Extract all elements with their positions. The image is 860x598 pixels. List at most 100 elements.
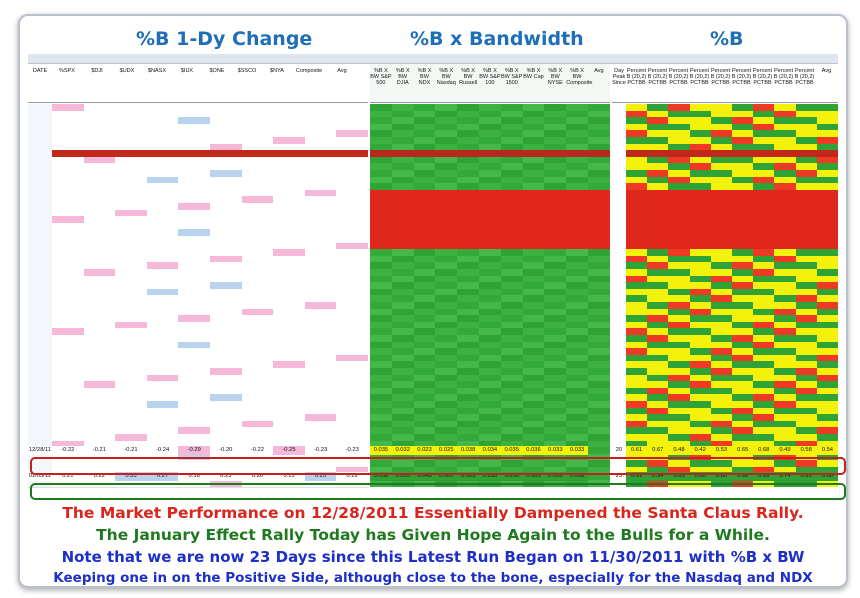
table-row[interactable] (28, 222, 838, 231)
table-row[interactable] (28, 117, 838, 125)
pctb-cell (816, 203, 838, 210)
table-row[interactable] (28, 249, 838, 257)
table-row[interactable] (28, 209, 838, 218)
pctb-cell (668, 308, 690, 316)
bandwidth-cell (522, 348, 545, 355)
table-row[interactable] (28, 229, 838, 237)
table-row[interactable] (28, 176, 838, 185)
table-row[interactable] (28, 321, 838, 330)
table-row[interactable] (28, 123, 838, 132)
table-row[interactable] (28, 368, 838, 376)
pctb-cell (795, 183, 817, 190)
spreadsheet[interactable]: DATE %SPX $DJI $UDX $NASX $IUX $ONE $SSCO $NYA Co… (28, 54, 838, 488)
bandwidth-cell (544, 255, 567, 263)
bandwidth-cell (457, 249, 479, 256)
bandwidth-cell (370, 269, 392, 276)
pctb-cell (732, 222, 754, 230)
table-row[interactable] (28, 196, 838, 204)
table-row[interactable] (28, 401, 838, 409)
table-row[interactable] (28, 354, 838, 363)
table-row[interactable] (28, 315, 838, 323)
bandwidth-cell (370, 295, 392, 302)
bandwidth-cell (391, 209, 414, 217)
caption-line-4: Keeping one in on the Positive Side, alt… (53, 570, 813, 586)
table-row[interactable] (28, 308, 838, 317)
pctb-cell (816, 104, 838, 111)
table-row[interactable] (28, 262, 838, 270)
pctb-cell (795, 176, 817, 184)
bandwidth-cell (566, 176, 588, 184)
pctb-cell (710, 434, 732, 441)
table-row[interactable] (28, 288, 838, 297)
table-row[interactable] (28, 348, 838, 356)
bandwidth-cell (479, 275, 501, 283)
pctb-cell (626, 427, 648, 434)
pctb-cell (774, 156, 796, 164)
bandwidth-cell: 0.032 (391, 446, 414, 455)
table-row[interactable] (28, 163, 838, 171)
pctb-cell (816, 467, 838, 474)
table-row[interactable] (28, 269, 838, 277)
table-row[interactable] (28, 156, 838, 165)
table-row[interactable] (28, 407, 838, 416)
table-row[interactable] (28, 242, 838, 251)
table-row[interactable] (28, 150, 838, 158)
table-row[interactable] (28, 374, 838, 383)
table-row[interactable] (28, 361, 838, 369)
pctb-cell (816, 170, 838, 177)
table-row[interactable] (28, 137, 838, 145)
table-row[interactable] (28, 420, 838, 429)
table-row[interactable] (28, 130, 838, 138)
table-row[interactable] (28, 328, 838, 336)
bandwidth-cell (370, 156, 392, 164)
table-row[interactable] (28, 440, 838, 449)
table-row[interactable] (28, 282, 838, 290)
pctb-cell (816, 434, 838, 441)
table-row[interactable] (28, 143, 838, 152)
table-row[interactable] (28, 387, 838, 396)
pctb-cell (612, 407, 626, 415)
pctb-cell (816, 460, 838, 467)
pctb-cell (816, 288, 838, 296)
bandwidth-cell (413, 196, 436, 203)
pctb-cell (710, 394, 732, 401)
bandwidth-cell (544, 269, 567, 276)
pctb-cell (753, 361, 775, 368)
pctb-cell (710, 381, 732, 388)
table-row[interactable] (28, 203, 838, 211)
pctb-cell (612, 302, 626, 309)
table-row[interactable] (28, 381, 838, 389)
table-row[interactable] (28, 394, 838, 402)
table-row[interactable] (28, 341, 838, 350)
table-row[interactable] (28, 110, 838, 119)
table-row[interactable] (28, 236, 838, 244)
table-row[interactable] (28, 295, 838, 303)
table-row[interactable] (28, 216, 838, 224)
pctb-cell (612, 143, 626, 151)
table-row[interactable] (28, 275, 838, 284)
table-row[interactable] (28, 183, 838, 191)
table-row[interactable] (28, 414, 838, 422)
pctb-cell (774, 407, 796, 415)
bandwidth-cell (500, 335, 523, 342)
bandwidth-cell (435, 288, 458, 296)
table-row[interactable] (28, 104, 838, 112)
table-row[interactable] (28, 302, 838, 310)
row-12-28-2011[interactable]: 12/28/11 -0.22 -0.21 -0.21 -0.24 -0.29 -0.20 -0… (28, 446, 838, 455)
table-row[interactable] (28, 427, 838, 435)
pctb-cell (753, 414, 775, 421)
table-row[interactable] (28, 434, 838, 442)
pctb-cell (668, 302, 690, 309)
bandwidth-cell (500, 434, 523, 441)
bandwidth-cell (522, 110, 545, 118)
bandwidth-cell (413, 328, 436, 335)
row-01-03-2012[interactable]: 01/03/12 0.21 0.22 0.33 0.27 0.18 0.23 0.20 0.13… (28, 472, 838, 481)
bandwidth-cell (544, 163, 567, 170)
pctb-cell (710, 183, 732, 190)
bandwidth-cell (391, 387, 414, 395)
table-row[interactable] (28, 189, 838, 198)
pctb-cell (774, 269, 796, 276)
table-row[interactable] (28, 255, 838, 264)
table-row[interactable] (28, 335, 838, 343)
table-row[interactable] (28, 170, 838, 178)
